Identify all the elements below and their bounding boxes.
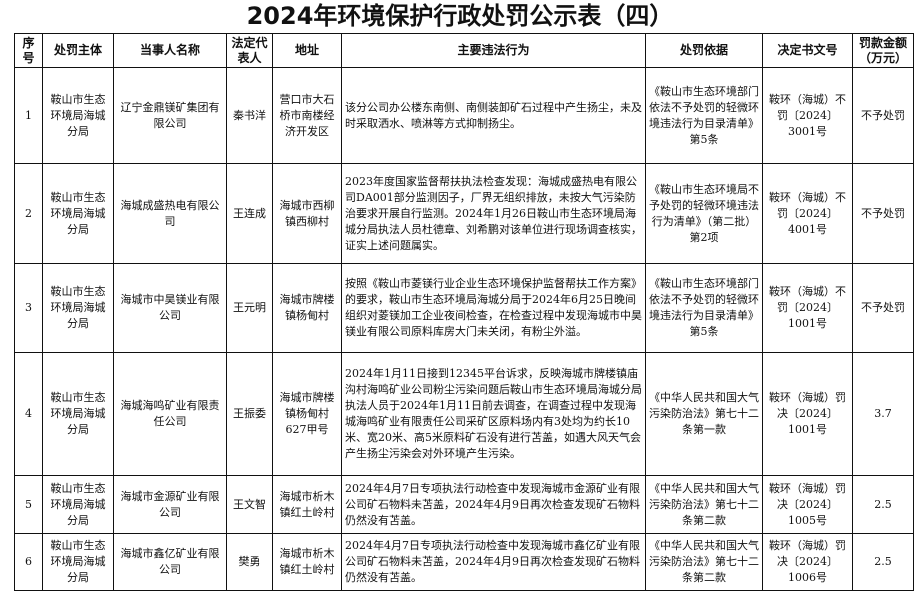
header-address: 地址 xyxy=(272,33,342,68)
cell-address: 营口市大石桥市南楼经济开发区 xyxy=(272,67,342,164)
cell-basis: 《鞍山市生态环境部门依法不予处罚的轻微环境违法行为目录清单》第5条 xyxy=(645,67,763,164)
header-fine: 罚款金额（万元） xyxy=(852,33,914,68)
cell-fine: 不予处罚 xyxy=(852,263,914,353)
cell-rep: 王连成 xyxy=(226,163,273,264)
cell-no: 3 xyxy=(14,263,43,353)
cell-doc: 鞍环（海城）不罚〔2024〕3001号 xyxy=(762,67,853,164)
cell-fine: 不予处罚 xyxy=(852,163,914,264)
cell-doc: 鞍环（海城）罚决〔2024〕1005号 xyxy=(762,475,853,534)
cell-authority: 鞍山市生态环境局海城分局 xyxy=(42,163,114,264)
table-row: 5 鞍山市生态环境局海城分局 海城市金源矿业有限公司 王文智 海城市析木镇红土岭村 202… xyxy=(14,475,914,534)
cell-violation: 该分公司办公楼东南侧、南侧装卸矿石过程中产生扬尘，未及时采取洒水、喷淋等方式抑制… xyxy=(341,67,646,164)
cell-violation: 2023年度国家监督帮扶执法检查发现：海城成盛热电有限公司DA001部分监测因子… xyxy=(341,163,646,264)
cell-doc: 鞍环（海城）不罚〔2024〕1001号 xyxy=(762,263,853,353)
cell-doc: 鞍环（海城）罚决〔2024〕1001号 xyxy=(762,352,853,476)
cell-basis: 《鞍山市生态环境部门依法不予处罚的轻微环境违法行为目录清单》第5条 xyxy=(645,263,763,353)
cell-basis: 《中华人民共和国大气污染防治法》第七十二条第二款 xyxy=(645,475,763,534)
cell-address: 海城市牌楼镇杨甸村 xyxy=(272,263,342,353)
cell-authority: 鞍山市生态环境局海城分局 xyxy=(42,475,114,534)
table-row: 3 鞍山市生态环境局海城分局 海城市中昊镁业有限公司 王元明 海城市牌楼镇杨甸村 按照《鞍… xyxy=(14,263,914,353)
cell-authority: 鞍山市生态环境局海城分局 xyxy=(42,263,114,353)
cell-doc: 鞍环（海城）罚决〔2024〕1006号 xyxy=(762,533,853,591)
header-authority: 处罚主体 xyxy=(42,33,114,68)
cell-address: 海城市析木镇红土岭村 xyxy=(272,533,342,591)
cell-address: 海城市西柳镇西柳村 xyxy=(272,163,342,264)
cell-fine: 3.7 xyxy=(852,352,914,476)
cell-authority: 鞍山市生态环境局海城分局 xyxy=(42,352,114,476)
cell-no: 6 xyxy=(14,533,43,591)
table-row: 4 鞍山市生态环境局海城分局 海城海鸣矿业有限责任公司 王振委 海城市牌楼镇杨甸村627… xyxy=(14,352,914,476)
cell-basis: 《中华人民共和国大气污染防治法》第七十二条第二款 xyxy=(645,533,763,591)
cell-address: 海城市析木镇红土岭村 xyxy=(272,475,342,534)
cell-rep: 王元明 xyxy=(226,263,273,353)
cell-party: 海城市金源矿业有限公司 xyxy=(113,475,227,534)
cell-party: 辽宁金鼎镁矿集团有限公司 xyxy=(113,67,227,164)
cell-fine: 2.5 xyxy=(852,475,914,534)
cell-rep: 王文智 xyxy=(226,475,273,534)
cell-no: 5 xyxy=(14,475,43,534)
cell-basis: 《鞍山市生态环境局不予处罚的轻微环境违法行为清单》（第二批）第2项 xyxy=(645,163,763,264)
header-party: 当事人名称 xyxy=(113,33,227,68)
table-row: 1 鞍山市生态环境局海城分局 辽宁金鼎镁矿集团有限公司 秦书洋 营口市大石桥市南楼经济开… xyxy=(14,67,914,164)
cell-party: 海城海鸣矿业有限责任公司 xyxy=(113,352,227,476)
cell-rep: 秦书洋 xyxy=(226,67,273,164)
cell-party: 海城市鑫亿矿业有限公司 xyxy=(113,533,227,591)
cell-party: 海城市中昊镁业有限公司 xyxy=(113,263,227,353)
cell-violation: 按照《鞍山市菱镁行业企业生态环境保护监督帮扶工作方案》的要求，鞍山市生态环境局海… xyxy=(341,263,646,353)
cell-authority: 鞍山市生态环境局海城分局 xyxy=(42,67,114,164)
cell-violation: 2024年4月7日专项执法行动检查中发现海城市鑫亿矿业有限公司矿石物料未苫盖，2… xyxy=(341,533,646,591)
table-row: 6 鞍山市生态环境局海城分局 海城市鑫亿矿业有限公司 樊勇 海城市析木镇红土岭村 2024… xyxy=(14,533,914,591)
table-header-row: 序号 处罚主体 当事人名称 法定代表人 地址 主要违法行为 处罚依据 决定书文号… xyxy=(14,33,914,68)
header-doc: 决定书文号 xyxy=(762,33,853,68)
cell-violation: 2024年4月7日专项执法行动检查中发现海城市金源矿业有限公司矿石物料未苫盖，2… xyxy=(341,475,646,534)
cell-doc: 鞍环（海城）不罚〔2024〕4001号 xyxy=(762,163,853,264)
table-row: 2 鞍山市生态环境局海城分局 海城成盛热电有限公司 王连成 海城市西柳镇西柳村 2023年… xyxy=(14,163,914,264)
penalty-table: 序号 处罚主体 当事人名称 法定代表人 地址 主要违法行为 处罚依据 决定书文号… xyxy=(14,33,914,591)
cell-address: 海城市牌楼镇杨甸村627甲号 xyxy=(272,352,342,476)
cell-rep: 王振委 xyxy=(226,352,273,476)
header-basis: 处罚依据 xyxy=(645,33,763,68)
cell-no: 1 xyxy=(14,67,43,164)
cell-no: 4 xyxy=(14,352,43,476)
cell-rep: 樊勇 xyxy=(226,533,273,591)
header-rep: 法定代表人 xyxy=(226,33,273,68)
header-no: 序号 xyxy=(14,33,43,68)
header-violation: 主要违法行为 xyxy=(341,33,646,68)
cell-fine: 不予处罚 xyxy=(852,67,914,164)
cell-party: 海城成盛热电有限公司 xyxy=(113,163,227,264)
cell-fine: 2.5 xyxy=(852,533,914,591)
cell-violation: 2024年1月11日接到12345平台诉求，反映海城市牌楼镇庙沟村海鸣矿业公司粉… xyxy=(341,352,646,476)
cell-basis: 《中华人民共和国大气污染防治法》第七十二条第一款 xyxy=(645,352,763,476)
page-title: 2024年环境保护行政处罚公示表（四） xyxy=(246,2,674,30)
cell-no: 2 xyxy=(14,163,43,264)
cell-authority: 鞍山市生态环境局海城分局 xyxy=(42,533,114,591)
